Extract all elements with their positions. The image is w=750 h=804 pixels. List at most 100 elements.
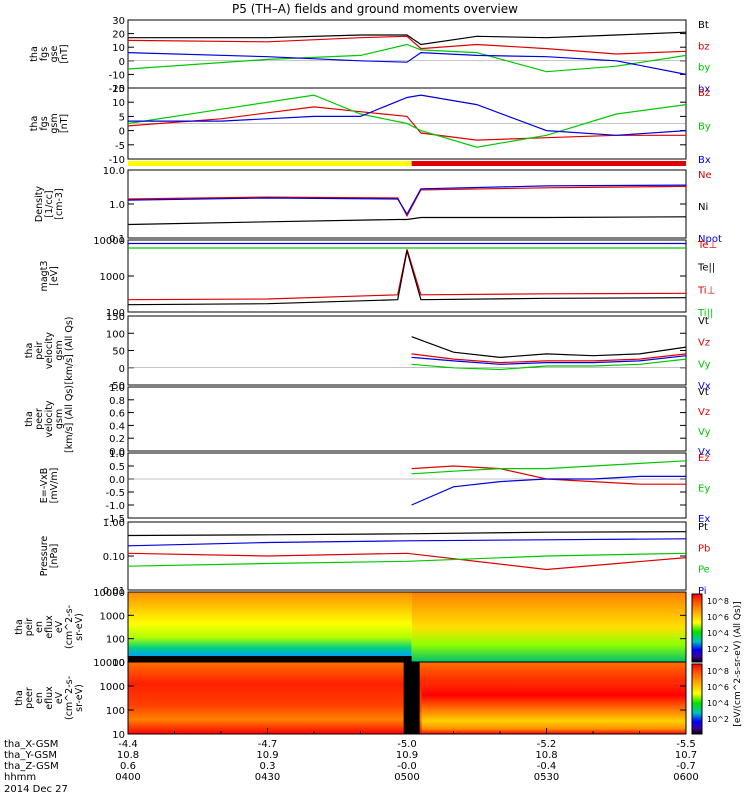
series-line-Vz <box>411 353 687 364</box>
plot-title: P5 (TH–A) fields and ground moments over… <box>232 2 518 16</box>
panel-peir-velocity: 150 100 50 0 -50 tha peir velocity gsm [km/s] (Al… <box>24 312 711 392</box>
series-line-Ti|| <box>127 250 687 306</box>
legend-label: Ey <box>698 484 710 495</box>
y-axis-label: gsm <box>49 113 60 133</box>
panel-temperature: 10000 1000 100 magt3 [eV] Te⊥ Te|| Ti⊥ Ti|| <box>39 236 717 319</box>
y-axis-label: en <box>34 621 45 633</box>
y-axis-label: [1/cc] <box>44 190 55 217</box>
bottom-row-value: -5.5 <box>676 739 696 750</box>
panel-frame <box>127 19 687 89</box>
spectrogram-image <box>128 592 412 662</box>
bottom-row-label: tha_X-GSM <box>4 739 58 750</box>
y-tick-label: 10 <box>112 43 125 54</box>
y-tick-label: 1000 <box>100 682 125 693</box>
bottom-row-value: -5.0 <box>397 739 417 750</box>
colorbar-label: [eV/(cm^2-s-sr-eV) (All Qs)] <box>733 601 743 726</box>
legend-label: By <box>698 122 711 133</box>
bottom-row-value: 10.9 <box>256 750 278 761</box>
colorbar-tick-label: 10^8 <box>707 667 729 676</box>
bottom-row-value: -0.7 <box>676 761 696 772</box>
colorbar: 10^8 10^8 10^6 10^6 10^4 10^4 10^2 10^2 [eV/(cm^… <box>691 593 743 735</box>
legend-label: Ti⊥ <box>697 285 715 296</box>
legend-label: Ti|| <box>697 308 713 319</box>
y-tick-label: 150 <box>106 312 125 323</box>
y-axis-label: tha <box>14 690 25 706</box>
y-tick-label: 10.0 <box>103 166 125 177</box>
y-tick-label: 0 <box>119 127 125 138</box>
y-tick-label: 1000 <box>100 611 125 622</box>
legend-label: Vx <box>698 381 711 392</box>
panel-fgs-gse: 30 20 10 0 -10 -20 tha fgs gse [nT] Bt bz by bx <box>29 16 710 95</box>
bottom-row-value: 10.8 <box>535 750 557 761</box>
y-axis-label: eflux <box>44 615 55 639</box>
panel-pressure: 1.00 0.10 0.01 Pressure [nPa] Pt Pb Pe Pi <box>39 518 710 597</box>
y-axis-label: eV <box>54 691 65 704</box>
series-line-bx <box>127 51 687 75</box>
y-axis-label: gsm <box>54 409 65 429</box>
y-axis-label: tha <box>29 116 40 132</box>
colorbar-tick-label: 10^6 <box>707 613 729 622</box>
y-axis-label: fgs <box>39 47 50 61</box>
bottom-row-value: 0.3 <box>260 761 276 772</box>
y-tick-label: 1000 <box>100 272 125 283</box>
y-tick-label: 0.8 <box>109 396 125 407</box>
y-axis-label: (cm^2-s- <box>64 676 75 720</box>
legend-label: Ne <box>698 170 712 181</box>
y-tick-label: 0 <box>119 57 125 68</box>
y-axis-label: tha <box>14 619 25 635</box>
bottom-row-value: 0530 <box>534 772 559 783</box>
legend-label: Ez <box>698 453 710 464</box>
y-axis-label: peir <box>34 341 45 360</box>
legend-label: Vy <box>698 359 711 370</box>
bottom-row-value: -4.4 <box>118 739 138 750</box>
y-axis-label: tha <box>29 46 40 62</box>
series-line-Bt <box>128 31 687 46</box>
panel-frame <box>127 386 687 452</box>
colorbar-tick-label: 10^6 <box>707 683 729 692</box>
bottom-row-value: -5.2 <box>537 739 557 750</box>
y-tick-label: 10 <box>112 730 125 741</box>
legend-label: Pb <box>698 543 710 554</box>
spectrogram-image <box>411 592 686 662</box>
bottom-row-value: 0430 <box>255 772 280 783</box>
bottom-row-label: tha_Y-GSM <box>4 750 57 761</box>
spectrogram-image <box>421 682 686 734</box>
series-line-Ex <box>411 475 686 506</box>
spectrogram-image <box>128 656 412 662</box>
series-line-Bz <box>127 106 686 141</box>
y-tick-label: 10 <box>112 658 125 669</box>
y-tick-label: 0.5 <box>109 462 125 473</box>
y-axis-label: tha <box>24 343 35 359</box>
y-axis-label: magt3 <box>39 261 50 292</box>
y-axis-label: eflux <box>44 686 55 710</box>
y-tick-label: 20 <box>112 30 125 41</box>
series-line-by <box>127 43 687 73</box>
bottom-row-label: hhmm <box>4 772 36 783</box>
legend-label: Bx <box>698 155 711 166</box>
y-axis-label: en <box>34 692 45 704</box>
legend-label: bz <box>698 41 710 52</box>
y-axis-label: velocity <box>44 332 55 370</box>
y-axis-label: gse <box>49 45 60 62</box>
y-tick-label: 5 <box>119 112 125 123</box>
legend-label: Vz <box>698 407 710 418</box>
series-line-Npot <box>127 184 687 216</box>
series-line-Vy <box>411 358 687 371</box>
y-tick-label: 0.0 <box>109 475 125 486</box>
y-axis-label: peir <box>24 618 35 637</box>
panel-peer-spectrogram: 10000 1000 100 10 tha peer en eflux eV (cm^2-s-sr… <box>14 658 687 741</box>
y-tick-label: -1.0 <box>105 501 125 512</box>
bottom-row-value: -4.7 <box>258 739 278 750</box>
legend-label: Te|| <box>697 263 715 274</box>
y-tick-label: 0.6 <box>109 409 125 420</box>
bottom-row-value: 0.6 <box>120 761 136 772</box>
bottom-row-value: 0500 <box>394 772 419 783</box>
y-tick-label: 0.10 <box>103 552 125 563</box>
y-tick-label: -10 <box>109 70 125 81</box>
legend-label: Vt <box>698 387 709 398</box>
date-label: 2014 Dec 27 <box>4 784 68 795</box>
colorbar-tick-label: 10^8 <box>707 597 729 606</box>
bottom-row-value: 10.7 <box>675 750 697 761</box>
y-tick-label: 0.0 <box>109 447 125 458</box>
